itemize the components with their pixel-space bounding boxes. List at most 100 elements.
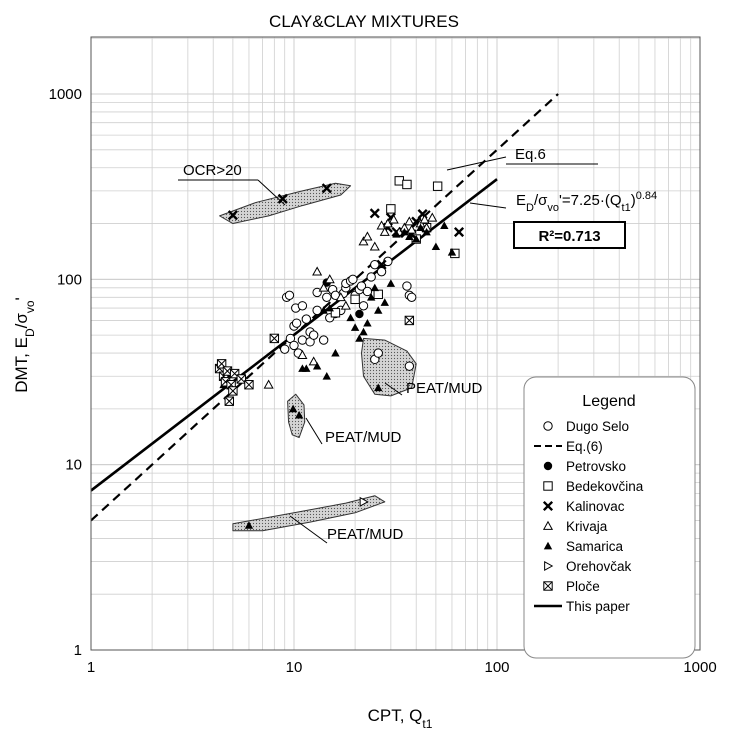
data-point bbox=[288, 404, 298, 413]
peat2-leader bbox=[305, 417, 323, 445]
data-point bbox=[363, 318, 372, 327]
data-point bbox=[358, 301, 369, 311]
ocr-leader bbox=[257, 179, 286, 206]
series-plo-e bbox=[214, 315, 415, 406]
peat2-label: PEAT/MUD bbox=[325, 429, 402, 446]
data-point bbox=[294, 410, 304, 419]
data-points bbox=[214, 176, 465, 529]
data-point bbox=[350, 294, 360, 305]
legend-title: Legend bbox=[582, 393, 635, 410]
data-point bbox=[244, 521, 254, 529]
data-point bbox=[369, 208, 380, 219]
data-point bbox=[373, 289, 383, 300]
data-point bbox=[227, 210, 238, 221]
data-point bbox=[297, 301, 308, 311]
data-point bbox=[394, 176, 404, 186]
data-point bbox=[244, 380, 254, 390]
r2-box bbox=[513, 221, 626, 249]
data-point bbox=[419, 214, 430, 224]
x-tick-label: 10 bbox=[286, 659, 303, 676]
data-point bbox=[280, 344, 290, 354]
data-point bbox=[422, 227, 431, 236]
legend-label: Dugo Selo bbox=[566, 419, 629, 434]
data-point bbox=[405, 232, 414, 240]
legend-marker bbox=[544, 560, 554, 572]
data-point bbox=[312, 305, 322, 316]
data-point bbox=[291, 318, 302, 328]
peat1-label: PEAT/MUD bbox=[406, 380, 483, 397]
legend-entry: This paper bbox=[534, 599, 630, 614]
data-point bbox=[359, 327, 368, 336]
data-point bbox=[388, 214, 399, 224]
data-point bbox=[370, 259, 380, 270]
data-point bbox=[302, 364, 311, 372]
legend-entry: Ploče bbox=[543, 579, 600, 594]
ocr-label: OCR>20 bbox=[183, 162, 242, 179]
data-point bbox=[331, 348, 340, 357]
data-point bbox=[340, 300, 351, 310]
data-point bbox=[236, 374, 246, 384]
fit-leader bbox=[469, 202, 507, 209]
x-tick-label: 1000 bbox=[683, 659, 716, 676]
data-point bbox=[392, 230, 401, 238]
data-point bbox=[359, 496, 369, 507]
x-axis-title: CPT, Qt1 bbox=[368, 706, 433, 731]
peat3-label: PEAT/MUD bbox=[327, 526, 404, 543]
data-point bbox=[346, 313, 355, 322]
data-point bbox=[269, 333, 280, 344]
series-orehov-ak bbox=[359, 496, 369, 507]
y-axis-title: DMT, ED/σvo' bbox=[12, 297, 37, 393]
legend-label: Petrovsko bbox=[566, 459, 626, 474]
data-point bbox=[412, 234, 421, 243]
data-point bbox=[376, 259, 387, 270]
peat3-leader bbox=[289, 515, 328, 544]
data-point bbox=[321, 183, 332, 194]
data-point bbox=[224, 396, 234, 406]
data-point bbox=[440, 221, 449, 229]
data-point bbox=[376, 266, 387, 277]
legend-label: Samarica bbox=[566, 539, 624, 554]
data-point bbox=[350, 323, 360, 331]
y-tick-label: 10 bbox=[65, 457, 82, 474]
data-point bbox=[312, 287, 322, 298]
data-point bbox=[362, 286, 373, 297]
plot-frame bbox=[90, 36, 701, 651]
data-point bbox=[308, 356, 319, 366]
data-point bbox=[366, 272, 376, 282]
eq6-leader bbox=[446, 156, 507, 171]
legend-entry: Eq.(6) bbox=[534, 439, 603, 454]
y-tick-label: 1 bbox=[74, 642, 82, 659]
data-point bbox=[330, 308, 341, 318]
data-point bbox=[324, 274, 335, 284]
data-point bbox=[447, 248, 457, 256]
data-point bbox=[374, 383, 383, 392]
y-tick-label: 100 bbox=[57, 271, 82, 288]
legend-marker bbox=[542, 500, 554, 512]
legend-marker bbox=[543, 481, 553, 491]
data-point bbox=[322, 372, 331, 380]
region-peat-mud bbox=[287, 393, 306, 439]
data-point bbox=[373, 348, 383, 358]
legend-label: Krivaja bbox=[566, 519, 608, 534]
data-point bbox=[348, 274, 358, 285]
data-point bbox=[362, 231, 373, 241]
data-point bbox=[366, 293, 376, 301]
data-point bbox=[301, 314, 312, 324]
legend-entry: Dugo Selo bbox=[543, 419, 629, 434]
legend-entry: Samarica bbox=[543, 539, 624, 554]
fit-equation-label: ED/σvo'=7.25·(Qt1)0.84 bbox=[516, 190, 657, 214]
legend-entry: Kalinovac bbox=[542, 499, 625, 514]
annotations: Eq.6 ED/σvo'=7.25·(Qt1)0.84 R²=0.713 OCR… bbox=[178, 146, 657, 544]
legend: Legend Dugo Selo Eq.(6) Petrovsko Bedekovči… bbox=[523, 376, 696, 659]
legend-label: This paper bbox=[566, 599, 630, 614]
r2-label: R²=0.713 bbox=[538, 228, 600, 245]
data-point bbox=[318, 335, 329, 345]
data-point bbox=[284, 290, 295, 301]
data-point bbox=[228, 386, 238, 396]
data-point bbox=[355, 334, 364, 342]
data-point bbox=[263, 379, 274, 389]
data-point bbox=[374, 306, 383, 314]
data-point bbox=[453, 226, 465, 238]
data-point bbox=[335, 292, 346, 302]
